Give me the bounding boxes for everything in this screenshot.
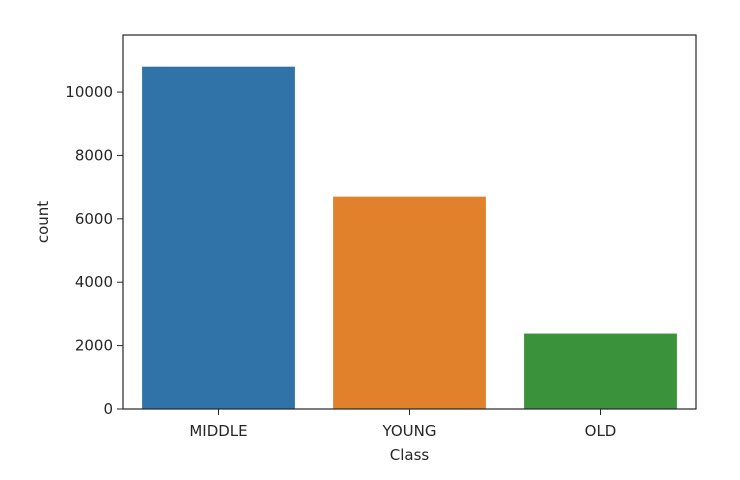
x-axis: MIDDLE YOUNG OLD: [189, 409, 616, 440]
y-tick-label: 0: [103, 400, 113, 418]
x-tick-label: YOUNG: [382, 422, 437, 440]
y-tick-label: 2000: [75, 337, 113, 355]
y-tick-label: 4000: [75, 273, 113, 291]
bars-layer: [142, 66, 677, 409]
y-axis: 0 2000 4000 6000 8000 10000: [65, 83, 123, 418]
bar-middle: [142, 66, 295, 409]
y-tick-label: 10000: [65, 83, 113, 101]
y-tick-label: 8000: [75, 146, 113, 164]
bar-old: [524, 333, 677, 409]
x-tick-label: MIDDLE: [189, 422, 247, 440]
y-tick-label: 6000: [75, 210, 113, 228]
bar-young: [333, 196, 486, 409]
x-axis-label: Class: [390, 446, 430, 464]
x-tick-label: OLD: [585, 422, 617, 440]
y-axis-label: count: [34, 201, 52, 243]
